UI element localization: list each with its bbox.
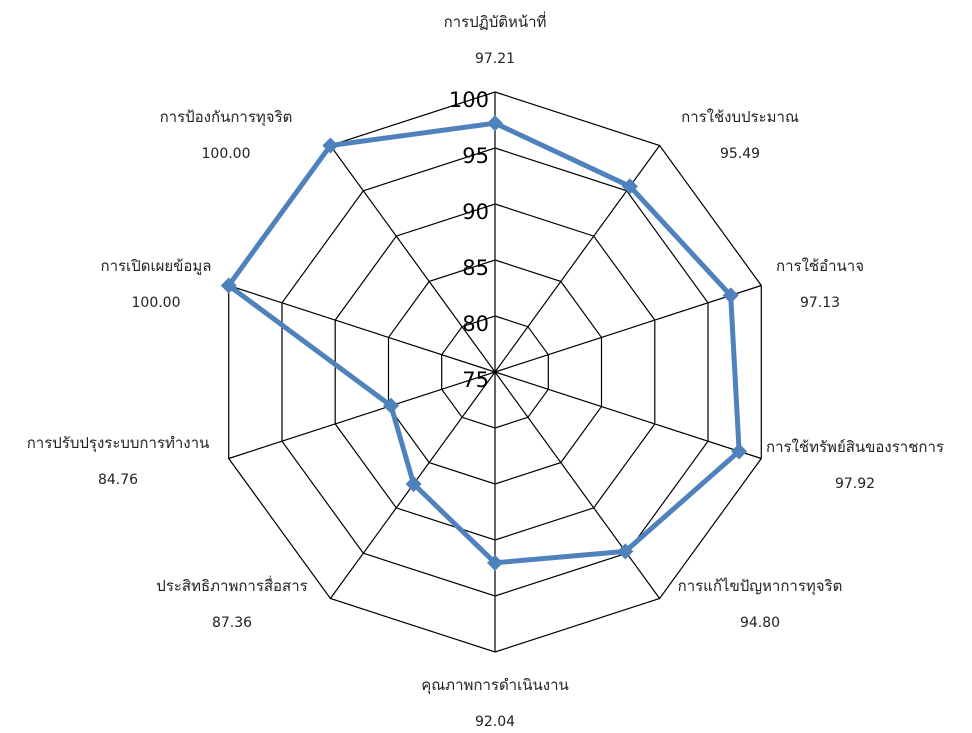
category-label: ประสิทธิภาพการสื่อสาร: [156, 575, 307, 595]
data-value-label: 92.04: [475, 714, 515, 730]
data-value-label: 97.21: [475, 51, 515, 67]
category-label: การป้องกันการทุจริต: [160, 108, 293, 127]
tick-label: 75: [462, 368, 489, 392]
category-label: การใช้ทรัพย์สินของราชการ: [766, 438, 944, 456]
data-value-label: 97.13: [800, 295, 840, 311]
data-point-marker: [322, 137, 339, 154]
data-point-marker: [220, 277, 237, 294]
data-point-marker: [383, 397, 400, 414]
tick-label: 80: [462, 312, 489, 336]
axis-spoke: [228, 284, 496, 373]
category-label: การปฏิบัติหน้าที่: [444, 11, 547, 31]
data-value-label: 87.36: [212, 615, 252, 631]
category-labels: การปฏิบัติหน้าที่ 97.21 การใช้งบประมาณ 95.4…: [27, 11, 944, 730]
tick-label: 85: [462, 256, 489, 280]
axis-spoke: [228, 371, 496, 460]
category-label: การใช้งบประมาณ: [681, 108, 799, 126]
data-point-marker: [405, 475, 422, 492]
axis-spoke: [494, 371, 762, 460]
series-layer: [220, 115, 748, 571]
data-value-label: 95.49: [720, 146, 760, 162]
axis-spoke: [494, 371, 661, 599]
axis-spoke: [494, 284, 762, 373]
tick-label: 95: [462, 144, 489, 168]
data-value-label: 94.80: [740, 615, 780, 631]
data-point-marker: [731, 443, 748, 460]
category-label: การใช้อำนาจ: [776, 257, 864, 275]
radar-spokes: [228, 92, 762, 652]
data-point-marker: [617, 543, 634, 560]
axis-spoke: [494, 145, 661, 373]
data-value-label: 84.76: [98, 472, 138, 488]
data-point-marker: [487, 554, 503, 571]
data-value-label: 100.00: [202, 146, 251, 162]
tick-label: 100: [449, 88, 489, 112]
data-point-marker: [621, 178, 638, 195]
data-point-marker: [487, 115, 503, 132]
category-label: คุณภาพการดำเนินงาน: [421, 676, 569, 695]
data-value-label: 100.00: [132, 295, 181, 311]
category-label: การเปิดเผยข้อมูล: [101, 257, 212, 275]
axis-spoke: [329, 145, 496, 373]
category-label: การปรับปรุงระบบการทำงาน: [27, 434, 210, 453]
category-label: การแก้ไขปัญหาการทุจริต: [678, 577, 843, 596]
data-value-label: 97.92: [835, 476, 875, 492]
series-line: [226, 120, 742, 566]
tick-label: 90: [462, 200, 489, 224]
data-point-marker: [722, 287, 739, 304]
radial-tick-labels: 75 80 85 90 95 100: [449, 88, 489, 392]
